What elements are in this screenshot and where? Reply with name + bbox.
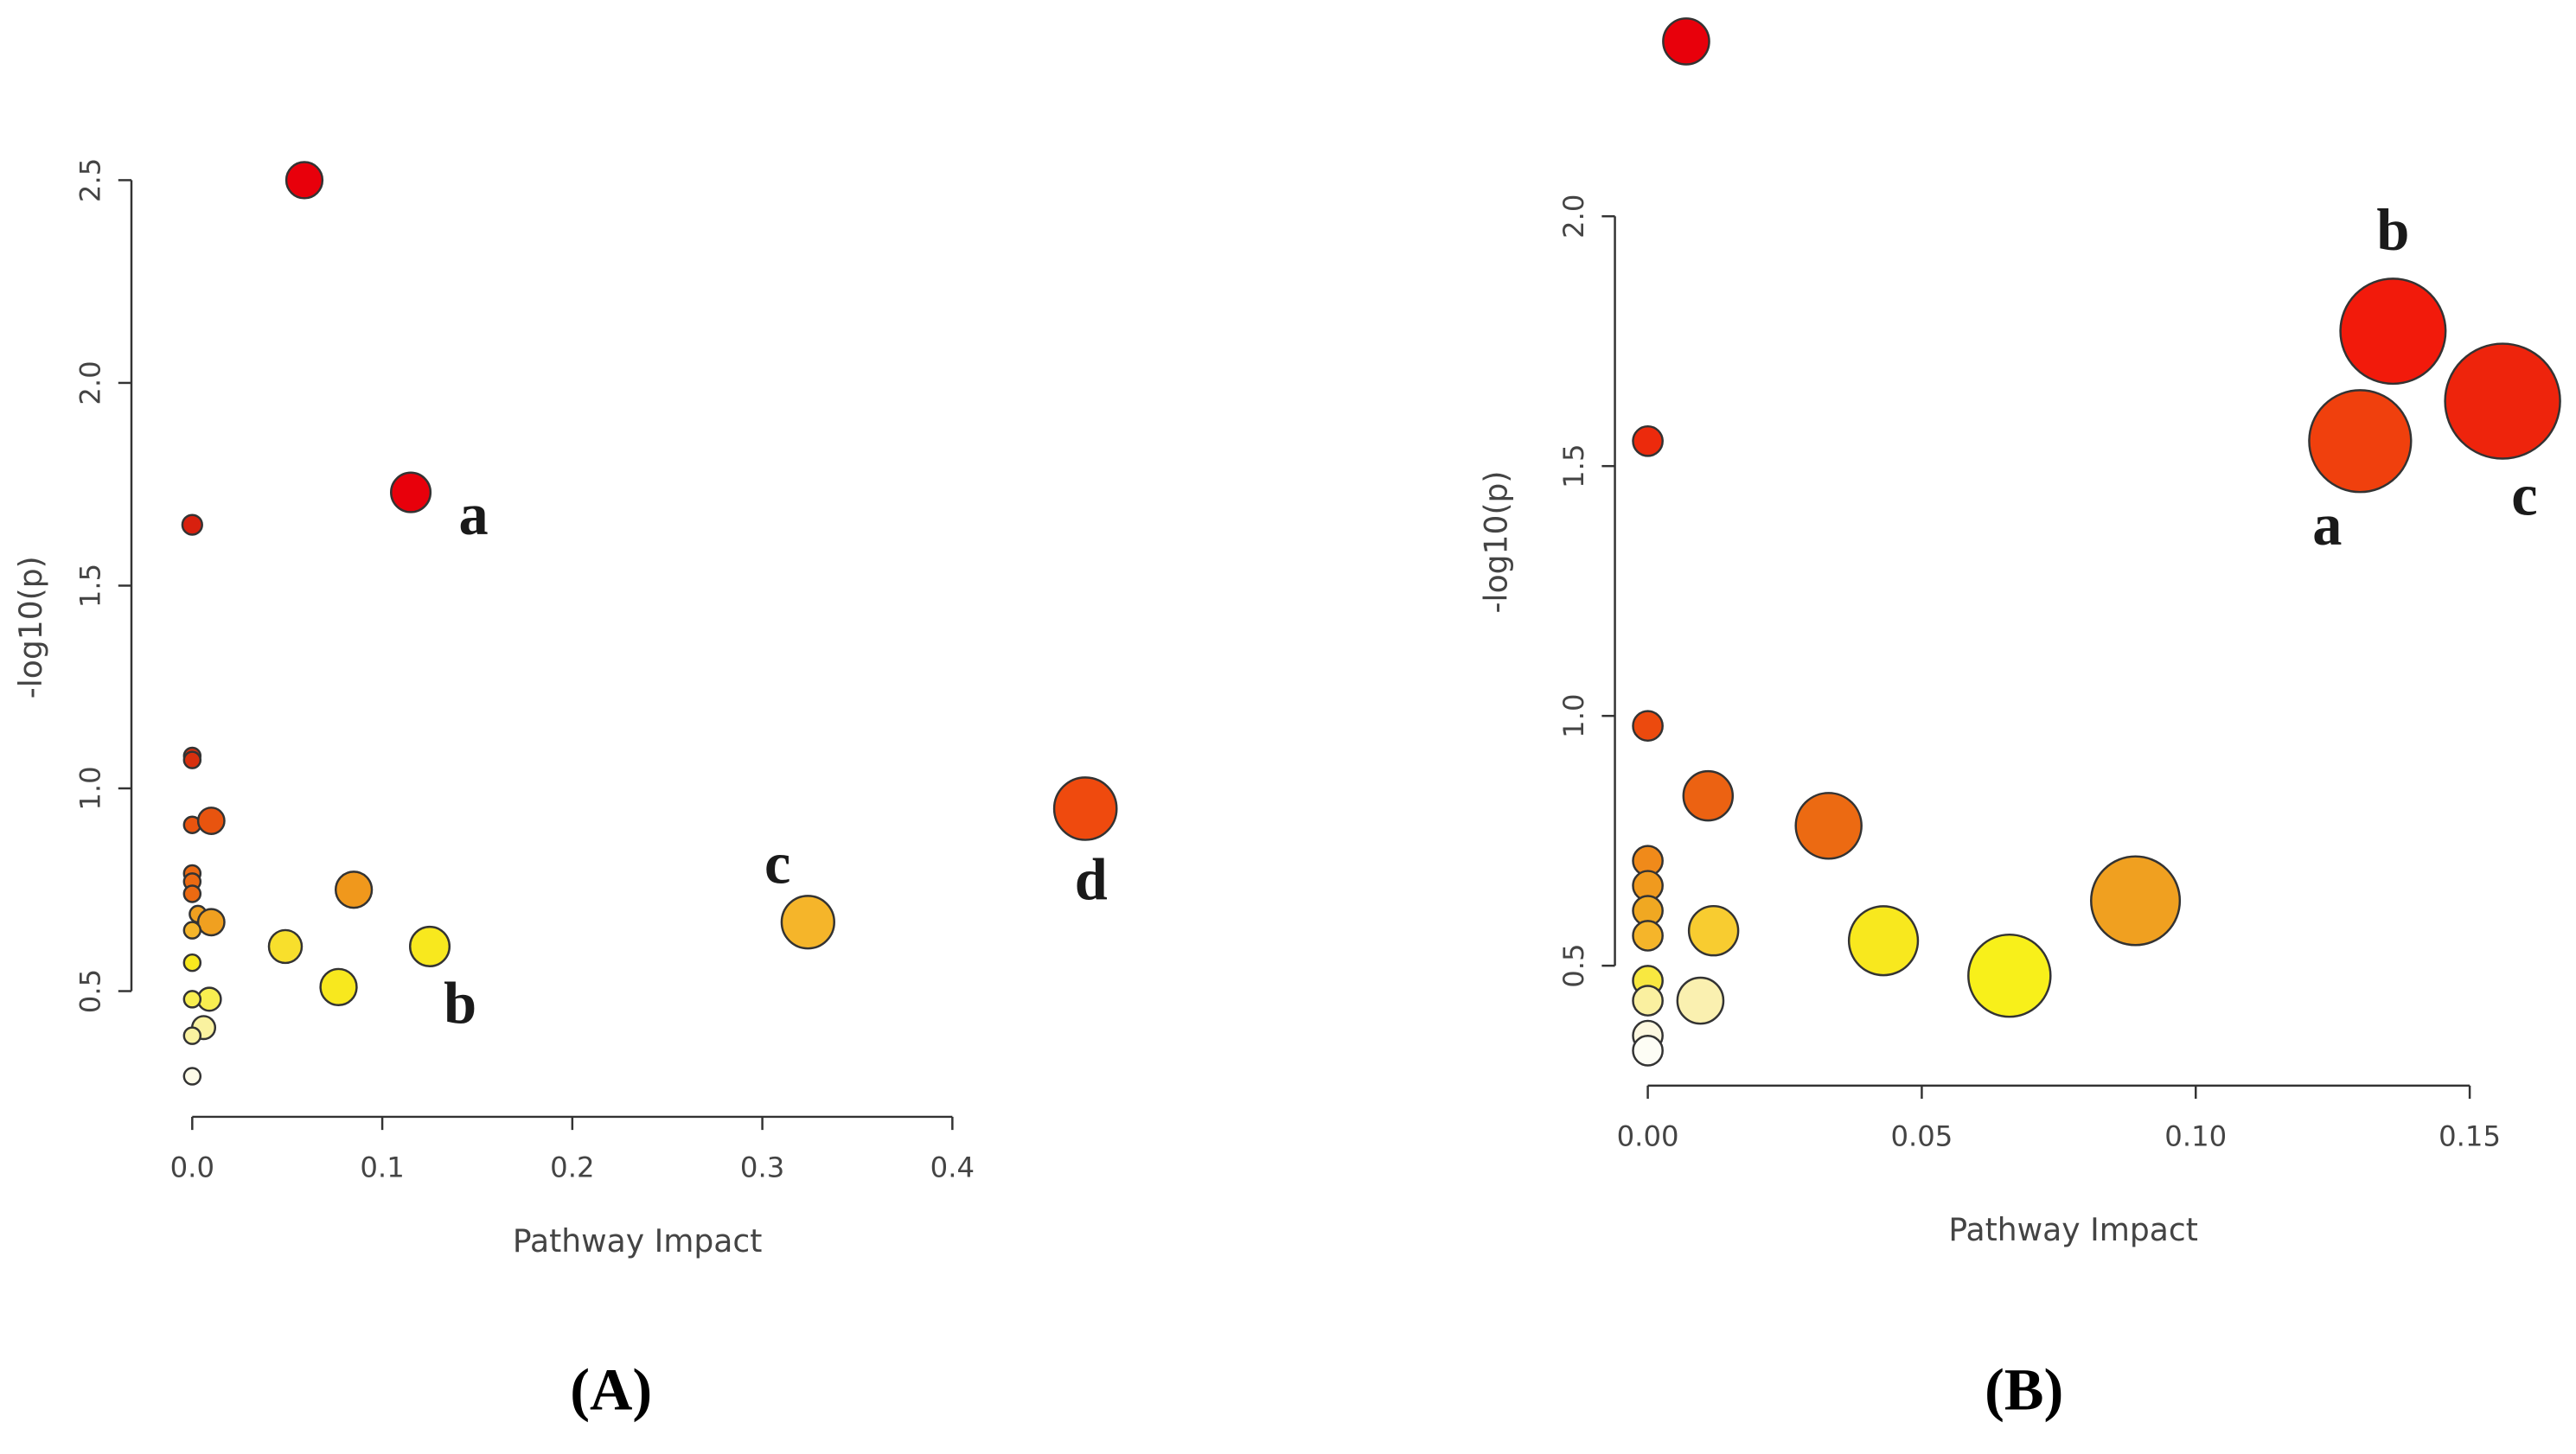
bubble (1632, 424, 1664, 457)
panel-title: (B) (1985, 1357, 2063, 1423)
x-tick-label: 0.10 (2164, 1120, 2227, 1153)
bubble (2444, 342, 2561, 460)
annotation: d (1075, 846, 1108, 912)
x-tick-label: 0.1 (360, 1151, 404, 1184)
y-tick-label: 0.5 (74, 969, 106, 1013)
annotation: b (444, 970, 476, 1036)
bubble (1632, 710, 1664, 743)
bubble (390, 471, 432, 513)
x-tick-label: 0.0 (170, 1151, 214, 1184)
annotation: a (458, 481, 488, 547)
y-tick-label: 1.5 (74, 564, 106, 608)
bubble (1676, 976, 1725, 1025)
x-tick-label: 0.00 (1617, 1120, 1679, 1153)
bubble (2090, 855, 2182, 947)
y-tick-label: 0.5 (1557, 943, 1590, 987)
annotation: a (2312, 492, 2342, 558)
x-tick-label: 0.2 (550, 1151, 594, 1184)
bubble (319, 967, 358, 1006)
y-tick-label: 2.0 (74, 360, 106, 405)
bubble (182, 921, 202, 940)
x-axis-label: Pathway Impact (513, 1223, 762, 1259)
bubble (1632, 985, 1664, 1017)
bubble (1632, 1035, 1664, 1067)
y-tick-label: 2.0 (1557, 195, 1590, 239)
x-tick-label: 0.3 (740, 1151, 784, 1184)
bubble (1632, 920, 1664, 952)
bubble (1847, 905, 1920, 977)
y-tick-label: 1.0 (1557, 693, 1590, 737)
bubble (196, 908, 226, 937)
bubble (181, 513, 203, 536)
bubble (1682, 769, 1735, 822)
annotation: c (764, 830, 790, 896)
bubble (196, 807, 226, 835)
bubble (182, 990, 202, 1009)
panel-title: (A) (570, 1357, 652, 1423)
y-axis-label: -log10(p) (1479, 470, 1515, 613)
bubble (1794, 792, 1863, 860)
bubble (334, 870, 374, 909)
x-tick-label: 0.4 (930, 1151, 975, 1184)
y-tick-label: 2.5 (74, 158, 106, 202)
bubble (182, 750, 202, 769)
bubble (2308, 389, 2413, 494)
bubble (284, 161, 324, 200)
bubble (182, 884, 202, 903)
y-tick-label: 1.0 (74, 766, 106, 810)
annotation: c (2511, 462, 2537, 527)
bubble (1052, 776, 1118, 841)
bubble (408, 925, 451, 967)
bubble (182, 1067, 202, 1086)
y-axis-label: -log10(p) (13, 556, 49, 698)
y-tick-label: 1.5 (1557, 444, 1590, 488)
bubble (1967, 933, 2052, 1018)
x-tick-label: 0.05 (1890, 1120, 1953, 1153)
annotation: b (2376, 197, 2409, 263)
bubble (1662, 17, 1710, 66)
bubble (780, 895, 835, 950)
bubble (2339, 277, 2447, 386)
bubble (182, 1026, 202, 1045)
bubble (267, 928, 304, 965)
x-axis-label: Pathway Impact (1948, 1212, 2197, 1248)
bubble (1687, 904, 1740, 957)
x-tick-label: 0.15 (2439, 1120, 2501, 1153)
bubble (182, 953, 202, 973)
